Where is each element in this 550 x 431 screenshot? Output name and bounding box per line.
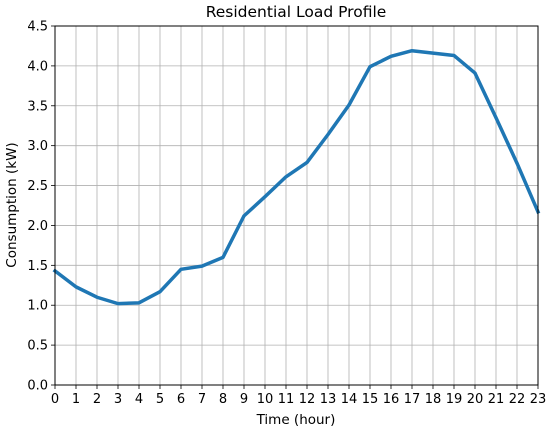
x-tick-label: 15 <box>362 392 379 407</box>
x-tick-label: 19 <box>446 392 463 407</box>
grid <box>54 25 539 386</box>
x-tick-label: 22 <box>509 392 526 407</box>
y-tick-label: 1.5 <box>27 259 48 274</box>
x-tick-label: 7 <box>198 392 206 407</box>
series-line <box>52 48 541 306</box>
chart-title: Residential Load Profile <box>206 3 387 21</box>
x-tick-label: 17 <box>404 392 421 407</box>
x-tick-label: 13 <box>320 392 337 407</box>
x-tick-label: 10 <box>257 392 274 407</box>
y-tick-label: 3.0 <box>27 139 48 154</box>
x-tick-label: 3 <box>114 392 122 407</box>
x-tick-label: 12 <box>299 392 316 407</box>
x-tick-label: 20 <box>467 392 484 407</box>
y-tick-label: 0.0 <box>27 379 48 394</box>
y-tick-label: 2.0 <box>27 219 48 234</box>
x-tick-label: 9 <box>240 392 248 407</box>
y-tick-label: 1.0 <box>27 299 48 314</box>
x-tick-label: 1 <box>72 392 80 407</box>
x-tick-label: 21 <box>488 392 505 407</box>
x-tick-label: 23 <box>530 392 547 407</box>
x-axis: 0 1 2 3 4 5 6 7 8 9 10 11 12 13 14 15 16 17 18 19 20 21 22 23 <box>51 385 546 407</box>
x-tick-label: 2 <box>93 392 101 407</box>
x-tick-label: 6 <box>177 392 185 407</box>
x-tick-label: 4 <box>135 392 143 407</box>
x-tick-label: 14 <box>341 392 358 407</box>
x-axis-label: Time (hour) <box>256 412 336 428</box>
y-tick-label: 0.5 <box>27 339 48 354</box>
y-axis: 0.0 0.5 1.0 1.5 2.0 2.5 3.0 3.5 4.0 4.5 <box>27 20 55 394</box>
y-tick-label: 2.5 <box>27 179 48 194</box>
y-tick-label: 3.5 <box>27 99 48 114</box>
y-tick-label: 4.0 <box>27 59 48 74</box>
x-tick-label: 16 <box>383 392 400 407</box>
x-tick-label: 0 <box>51 392 59 407</box>
x-tick-label: 5 <box>156 392 164 407</box>
series-layer <box>52 48 541 306</box>
y-axis-label: Consumption (kW) <box>4 142 20 267</box>
x-tick-label: 11 <box>278 392 295 407</box>
x-tick-label: 8 <box>219 392 227 407</box>
y-tick-label: 4.5 <box>27 20 48 35</box>
x-tick-label: 18 <box>425 392 442 407</box>
plot-frame <box>54 25 539 386</box>
